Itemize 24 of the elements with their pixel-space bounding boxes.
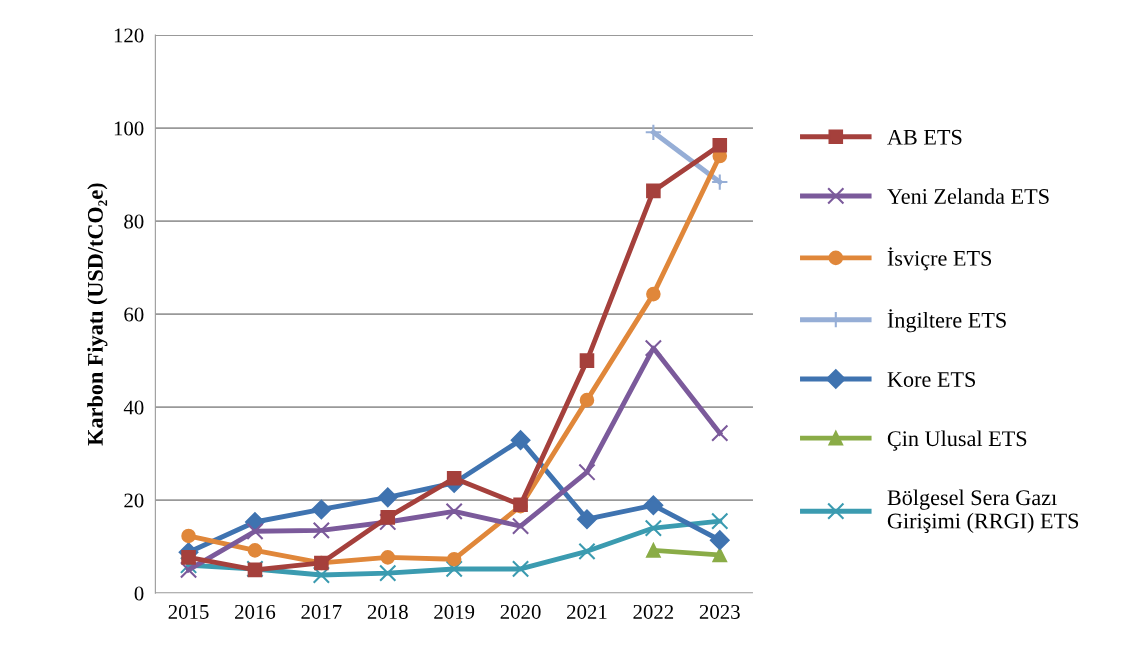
x-tick-label: 2021 [567,604,607,619]
legend-label: Bölgesel Sera Gazı Girişimi (RRGI) ETS [887,489,1079,533]
y-tick-label: 40 [123,400,144,415]
y-tick-label: 120 [114,28,144,43]
y-tick-label: 80 [124,214,144,229]
y-tick-label: 20 [124,493,144,508]
y-tick-label: 100 [114,121,144,136]
x-tick-label: 2023 [699,604,740,619]
y-axis-title: Karbon Fiyatı (USD/tCO₂e) [87,183,108,446]
x-tick-label: 2015 [168,604,209,619]
x-tick-label: 2018 [367,604,408,619]
legend-label: İngiltere ETS [887,309,1006,333]
legend-label: AB ETS [887,129,962,145]
legend-label: Yeni Zelanda ETS [887,188,1049,204]
x-tick-label: 2022 [633,604,674,619]
legend-label: İsviçre ETS [887,247,992,271]
x-tick-label: 2017 [301,604,342,619]
x-tick-label: 2016 [235,604,276,619]
legend-label: Çin Ulusal ETS [887,430,1027,451]
x-tick-label: 2020 [500,604,541,619]
y-tick-label: 0 [134,586,144,601]
y-tick-label: 60 [124,307,144,322]
legend-label: Kore ETS [887,372,976,387]
x-tick-label: 2019 [434,604,475,619]
